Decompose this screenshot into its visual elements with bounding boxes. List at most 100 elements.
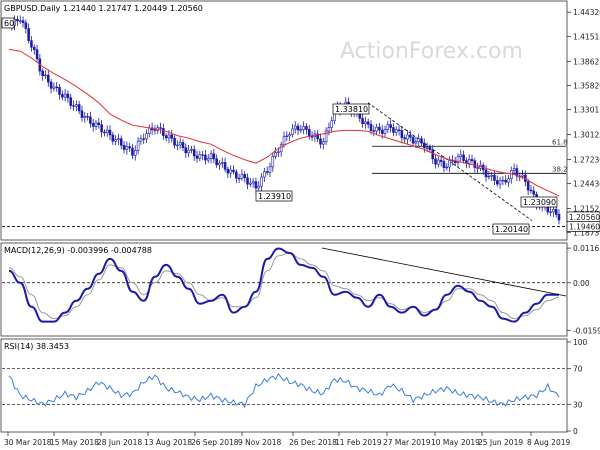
candle-body: [417, 138, 420, 143]
candle-body: [195, 155, 199, 159]
candle-body: [288, 134, 291, 137]
rsi-panel-header: RSI(14) 38.3453: [4, 342, 69, 351]
candle-body: [243, 174, 246, 179]
candle-body: [105, 129, 109, 134]
candle-body: [493, 174, 496, 181]
candle-body: [35, 49, 39, 60]
candle-body: [44, 74, 47, 77]
candle-body: [21, 20, 25, 24]
candle-body: [111, 134, 115, 142]
rsi-y-axis: 100 70 30 0: [2, 338, 588, 436]
candle-body: [229, 169, 232, 174]
candle-body: [380, 129, 384, 134]
candle-body: [389, 124, 392, 128]
candle-body: [94, 122, 98, 127]
candle-body: [554, 209, 558, 215]
candle-body: [145, 133, 148, 140]
label-1-43760: 60: [4, 19, 14, 28]
candle-body: [434, 158, 437, 165]
rsi-y-tick-label: 100: [573, 338, 588, 347]
candle-body: [47, 74, 50, 83]
price-y-tick-label: 1.30125: [573, 131, 600, 140]
candle-body: [425, 147, 429, 149]
candle-body: [206, 158, 210, 161]
candle-body: [411, 136, 415, 144]
candle-body: [392, 127, 395, 133]
candle-body: [484, 169, 488, 178]
candle-body: [170, 134, 174, 139]
label-1-20140-box: [492, 223, 530, 235]
candle-body: [249, 182, 252, 185]
candle-body: [400, 130, 404, 139]
candle-body: [114, 139, 117, 142]
candle-body: [148, 127, 151, 135]
candle-body: [181, 142, 185, 149]
candle-body: [117, 138, 120, 140]
candle-body: [383, 129, 387, 134]
watermark: ActionForex.com: [340, 39, 523, 64]
candle-body: [394, 129, 398, 133]
candle-body: [89, 116, 92, 124]
candle-body: [448, 159, 451, 168]
price-y-tick-label: 1.38625: [573, 57, 600, 66]
candle-body: [271, 156, 275, 168]
candle-body: [490, 174, 493, 177]
fib-61-8-label: 61.8: [552, 138, 568, 146]
candle-body: [431, 149, 435, 160]
candle-body: [159, 127, 162, 129]
x-tick-label: 25 Jun 2019: [478, 438, 523, 447]
candle-body: [218, 162, 221, 166]
candle-body: [406, 134, 409, 140]
candle-body: [462, 154, 465, 161]
label-1-20140: 1.20140: [495, 225, 528, 234]
candle-body: [263, 171, 266, 178]
rsi-line: [8, 372, 560, 409]
macd-trendline: [321, 247, 567, 297]
candle-body: [251, 181, 255, 184]
candle-body: [322, 141, 325, 145]
candle-body: [456, 156, 460, 164]
macd-signal-line: [8, 252, 560, 320]
x-tick-label: 13 Aug 2018: [144, 438, 192, 447]
label-1-23910: 1.23910: [258, 192, 291, 201]
rsi-y-tick-label: 30: [573, 400, 583, 409]
candle-body: [366, 121, 370, 125]
candle-body: [91, 123, 95, 127]
candle-body: [305, 126, 308, 130]
reference-price-box: [566, 221, 600, 232]
candle-body: [133, 150, 137, 156]
candle-body: [128, 146, 131, 149]
candle-body: [80, 110, 84, 118]
candle-body: [100, 124, 103, 133]
candle-body: [307, 129, 311, 137]
candle-body: [153, 129, 157, 131]
candle-body: [167, 134, 171, 139]
candle-body: [41, 70, 44, 77]
candle-body: [198, 154, 202, 159]
candle-body: [532, 190, 536, 195]
candle-body: [408, 134, 412, 138]
price-panel-header: GBPUSD.Daily 1.21440 1.21747 1.20449 1.2…: [4, 4, 203, 13]
candle-body: [246, 177, 249, 185]
candle-body: [521, 174, 524, 177]
candle-body: [439, 159, 443, 162]
candle-body: [83, 116, 87, 118]
candle-body: [215, 158, 218, 166]
candle-body: [61, 94, 64, 98]
candle-body: [204, 154, 207, 161]
candle-body: [557, 214, 561, 221]
candle-body: [296, 125, 300, 131]
candle-body: [386, 124, 390, 130]
candle-body: [274, 152, 277, 157]
x-tick-label: 10 May 2019: [431, 438, 480, 447]
candle-body: [552, 209, 555, 213]
x-tick-label: 26 Sep 2018: [191, 438, 239, 447]
candle-body: [18, 20, 22, 22]
price-y-tick-label: 1.27230: [573, 155, 600, 164]
candle-body: [507, 178, 510, 183]
candle-body: [66, 93, 70, 99]
candle-body: [212, 153, 216, 160]
candle-body: [86, 116, 89, 118]
candle-body: [549, 211, 552, 213]
candle-body: [470, 159, 474, 161]
